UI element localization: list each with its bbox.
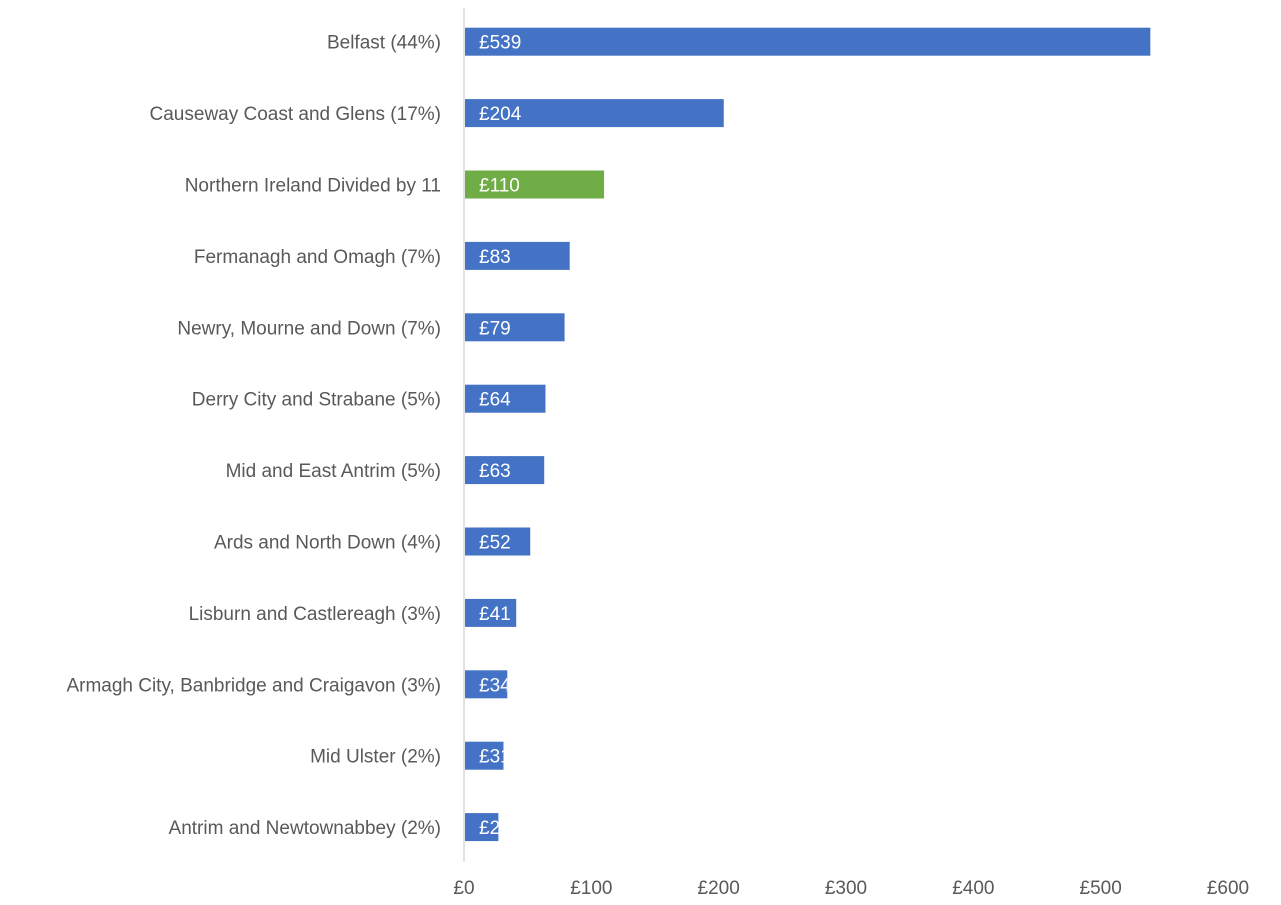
bar-value-label: £27 (479, 818, 511, 839)
bar-value-label: £63 (479, 461, 511, 482)
bar (465, 27, 1151, 56)
category-label: Northern Ireland Divided by 11 (185, 176, 441, 197)
bar-value-label: £52 (479, 533, 511, 554)
bar-value-label: £204 (479, 104, 522, 125)
bar-value-label: £64 (479, 390, 511, 411)
bar-value-label: £110 (479, 176, 520, 197)
category-label: Causeway Coast and Glens (17%) (150, 104, 441, 125)
bar-value-label: £41 (479, 604, 511, 625)
category-labels: Belfast (44%) Causeway Coast and Glens (1… (66, 33, 441, 839)
bar (465, 170, 605, 199)
category-label: Mid and East Antrim (5%) (226, 461, 441, 482)
category-label: Newry, Mourne and Down (7%) (177, 318, 441, 339)
category-label: Derry City and Strabane (5%) (192, 390, 441, 411)
x-tick-label: £400 (952, 878, 994, 899)
bar (465, 384, 546, 413)
category-label: Antrim and Newtownabbey (2%) (169, 818, 441, 839)
bar-value-label: £539 (479, 33, 521, 54)
category-label: Ards and North Down (4%) (214, 533, 441, 554)
bar-value-label: £79 (479, 318, 511, 339)
bars-group: £539 £204 £110 £83 £79 £64 £63 £52 £41 £34 £31 £27 (465, 27, 1151, 842)
category-label: Lisburn and Castlereagh (3%) (189, 604, 441, 625)
x-tick-label: £0 (453, 878, 474, 899)
x-tick-label: £200 (698, 878, 740, 899)
bar (465, 813, 499, 842)
x-tick-label: £100 (570, 878, 612, 899)
bar-value-label: £34 (479, 675, 511, 696)
bar (465, 670, 508, 699)
bar (465, 741, 504, 770)
bar-value-label: £83 (479, 247, 511, 268)
bar (465, 598, 517, 627)
x-tick-label: £300 (825, 878, 867, 899)
bar (465, 99, 724, 128)
category-label: Armagh City, Banbridge and Craigavon (3%… (66, 675, 441, 696)
category-label: Fermanagh and Omagh (7%) (194, 247, 441, 268)
bar-value-label: £31 (479, 747, 511, 768)
x-tick-label: £600 (1207, 878, 1249, 899)
bar (465, 456, 545, 485)
category-label: Belfast (44%) (327, 33, 441, 54)
bar (465, 527, 531, 556)
x-axis-tick-labels: £0 £100 £200 £300 £400 £500 £600 (453, 878, 1249, 899)
x-tick-label: £500 (1080, 878, 1122, 899)
bar (465, 241, 570, 270)
category-label: Mid Ulster (2%) (310, 747, 441, 768)
bar (465, 313, 565, 342)
